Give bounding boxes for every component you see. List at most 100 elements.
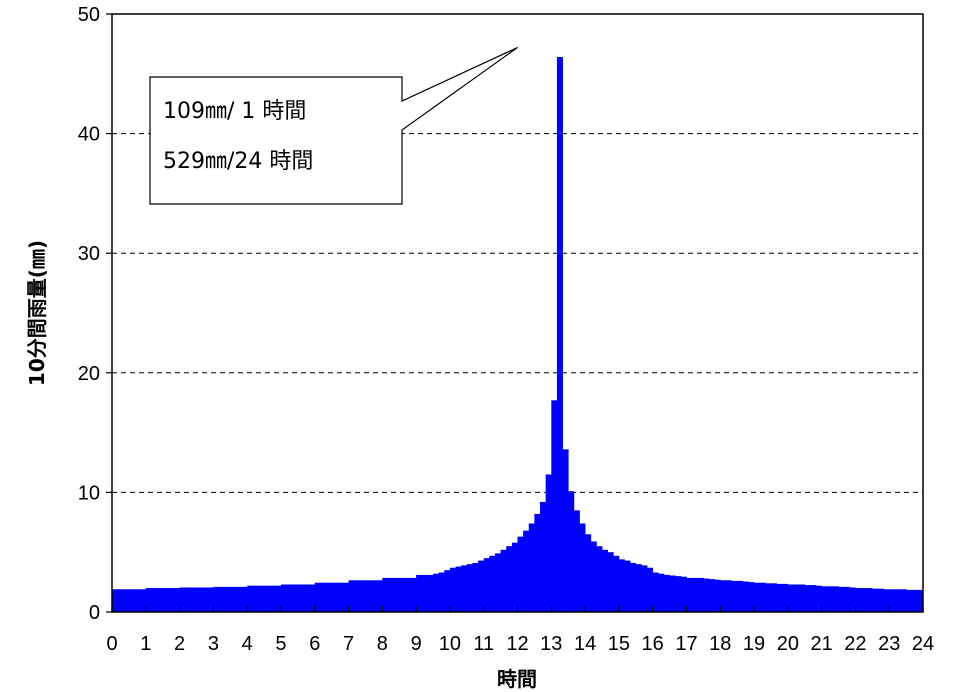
bar-13	[185, 587, 192, 612]
x-tick-label-23: 23	[878, 633, 900, 655]
bar-45	[365, 580, 372, 612]
bar-54	[416, 574, 423, 612]
bar-106	[708, 579, 716, 612]
y-tick-label-30: 30	[78, 243, 100, 265]
bar-102	[686, 577, 693, 612]
bar-14	[190, 587, 197, 612]
bar-30	[280, 584, 287, 612]
bar-21	[230, 586, 237, 612]
bar-70	[506, 546, 513, 612]
bar-23	[241, 586, 248, 612]
y-tick-label-20: 20	[78, 363, 100, 385]
bar-124	[810, 585, 817, 612]
bar-111	[737, 580, 744, 612]
bar-81	[568, 491, 575, 612]
bar-93	[635, 564, 642, 612]
bar-72	[517, 536, 524, 612]
bar-48	[382, 577, 389, 612]
bar-9	[162, 588, 169, 612]
bar-79	[556, 57, 563, 612]
bar-138	[889, 589, 896, 612]
bar-50	[393, 577, 400, 612]
bar-51	[399, 577, 406, 612]
bar-123	[804, 585, 811, 612]
bar-55	[421, 574, 428, 612]
bar-101	[680, 576, 687, 612]
x-tick-label-1: 1	[140, 633, 151, 655]
bar-41	[342, 582, 349, 612]
bar-2	[123, 589, 130, 612]
bar-80	[562, 449, 569, 612]
y-tick-label-0: 0	[89, 602, 100, 624]
bars	[112, 57, 924, 612]
bar-69	[500, 549, 507, 612]
bar-128	[832, 586, 839, 612]
bar-36	[314, 582, 321, 612]
bar-7	[151, 588, 158, 612]
bar-39	[331, 582, 338, 612]
bar-60	[449, 567, 456, 612]
bar-32	[292, 584, 299, 612]
bar-126	[821, 586, 828, 612]
bar-82	[573, 510, 580, 612]
bar-35	[309, 584, 316, 612]
bar-42	[348, 580, 355, 612]
bar-25	[252, 585, 259, 612]
bar-90	[618, 559, 625, 612]
bar-85	[590, 541, 597, 612]
x-tick-label-11: 11	[473, 633, 494, 655]
x-tick-label-7: 7	[343, 633, 354, 655]
y-axis-title: 10分間雨量(㎜)	[25, 240, 49, 386]
bar-49	[387, 577, 394, 612]
annotation-callout: 109㎜/ 1 時間 529㎜/24 時間	[149, 46, 518, 205]
bar-120	[787, 584, 794, 612]
bar-31	[286, 584, 293, 612]
x-tick-label-16: 16	[642, 633, 664, 655]
bar-12	[179, 587, 186, 612]
bar-27	[264, 585, 271, 612]
x-tick-label-6: 6	[309, 633, 320, 655]
x-tick-label-21: 21	[811, 633, 833, 655]
bar-137	[883, 589, 890, 612]
bar-64	[472, 562, 479, 612]
bar-77	[545, 474, 552, 612]
bar-33	[297, 584, 304, 612]
bar-132	[855, 588, 862, 612]
bar-134	[866, 588, 873, 612]
x-tick-label-3: 3	[208, 633, 219, 655]
x-tick-label-13: 13	[540, 633, 562, 655]
x-tick-label-2: 2	[174, 633, 185, 655]
bar-125	[815, 585, 823, 612]
bar-112	[742, 581, 749, 612]
bar-141	[906, 589, 913, 612]
bar-88	[607, 552, 614, 612]
bar-86	[596, 546, 603, 612]
bar-133	[861, 588, 868, 612]
bar-139	[894, 589, 901, 612]
annotation-line-2: 529㎜/24 時間	[163, 149, 313, 174]
x-tick-label-9: 9	[411, 633, 422, 655]
bar-94	[641, 565, 648, 612]
bar-131	[849, 587, 856, 612]
bar-87	[601, 549, 609, 612]
bar-74	[528, 523, 535, 612]
bar-135	[872, 588, 879, 612]
bar-17	[207, 587, 214, 612]
bar-71	[511, 542, 518, 612]
bar-10	[168, 588, 175, 612]
bar-109	[725, 580, 732, 612]
bar-68	[494, 553, 502, 612]
bar-52	[404, 577, 411, 612]
bar-6	[145, 588, 152, 612]
y-axis: 0 10 20 30 40 50	[78, 4, 112, 624]
bar-115	[759, 582, 766, 612]
bar-20	[224, 586, 231, 612]
bar-4	[134, 589, 141, 612]
bar-114	[754, 582, 761, 612]
bar-121	[793, 584, 800, 612]
bar-140	[900, 589, 907, 612]
bar-37	[320, 582, 327, 612]
bar-63	[466, 564, 473, 612]
bar-97	[658, 573, 665, 612]
bar-66	[483, 558, 490, 612]
